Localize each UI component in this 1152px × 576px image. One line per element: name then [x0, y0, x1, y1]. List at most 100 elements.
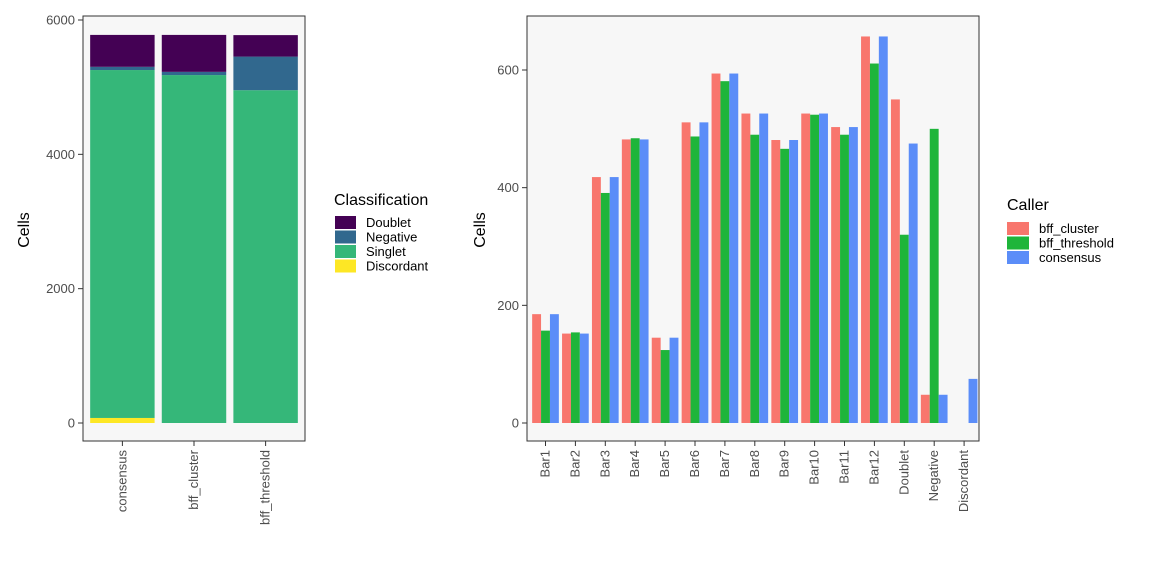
bar-segment-bff-cluster-singlet	[161, 75, 227, 424]
y-tick-label: 0	[68, 416, 75, 431]
bar-segment-bff-threshold-doublet	[233, 35, 298, 57]
x-tick-label-bar3: Bar3	[597, 450, 612, 477]
bar-bar1-bff-cluster	[532, 314, 542, 423]
legend-label-consensus: consensus	[1039, 250, 1102, 265]
x-tick-label-bar11: Bar11	[837, 450, 852, 484]
bar-bar9-bff-threshold	[780, 148, 790, 423]
bar-segment-bff-threshold-negative	[233, 56, 298, 91]
x-tick-label-bar7: Bar7	[717, 450, 732, 477]
bar-bar4-consensus	[639, 139, 649, 423]
bar-bar2-consensus	[579, 333, 589, 423]
bar-bar12-bff-threshold	[869, 63, 879, 424]
bar-bar3-bff-threshold	[600, 192, 610, 423]
x-tick-label-bar9: Bar9	[777, 450, 792, 477]
x-tick-label-bar8: Bar8	[747, 450, 762, 477]
chart2-x-axis: Bar1 Bar2 Bar3 Bar4 Bar5 Bar6 Bar7 Bar8 Bar9 Bar1…	[538, 441, 971, 513]
bar-bar12-consensus	[878, 36, 888, 424]
x-tick-label-bff-cluster: bff_cluster	[186, 449, 201, 509]
x-tick-label-discordant: Discordant	[956, 450, 971, 513]
legend-key-discordant	[335, 259, 356, 273]
bar-bar3-consensus	[609, 177, 619, 423]
x-tick-label-bff-threshold: bff_threshold	[258, 450, 273, 525]
chart1-bars	[90, 34, 298, 424]
bar-bar8-consensus	[759, 113, 769, 423]
legend-label-negative: Negative	[366, 230, 417, 245]
legend-key-doublet	[335, 216, 356, 229]
stacked-bar-chart: 0 2000 4000 6000 consensus bff_cluster bff_th…	[16, 13, 429, 525]
bar-discordant-consensus	[968, 378, 978, 423]
bar-bar8-bff-threshold	[750, 134, 760, 423]
y-tick-label: 200	[497, 298, 519, 313]
x-tick-label-bar2: Bar2	[567, 450, 582, 477]
legend-label-singlet: Singlet	[366, 244, 406, 259]
legend-label-bff-cluster: bff_cluster	[1039, 221, 1099, 236]
x-tick-label-consensus: consensus	[114, 450, 129, 513]
bar-negative-consensus	[938, 394, 948, 423]
bar-bar8-bff-cluster	[741, 113, 751, 423]
chart1-legend: Classification DoubletNegativeSingletDis…	[334, 192, 429, 274]
bar-bar5-consensus	[669, 337, 679, 423]
bar-bar7-bff-cluster	[711, 73, 721, 423]
x-tick-label-bar5: Bar5	[657, 450, 672, 477]
bar-bar12-bff-cluster	[861, 36, 870, 424]
bar-bar7-consensus	[729, 73, 739, 423]
bar-bar11-consensus	[848, 127, 858, 424]
bar-bar2-bff-cluster	[562, 333, 571, 423]
bar-bar5-bff-threshold	[660, 350, 670, 423]
chart2-y-axis: 0 200 400 600	[497, 63, 527, 431]
legend-label-bff-threshold: bff_threshold	[1039, 236, 1114, 251]
x-tick-label-negative: Negative	[926, 450, 941, 501]
chart2-legend-title: Caller	[1007, 197, 1049, 214]
bar-bar6-bff-threshold	[690, 136, 700, 423]
bar-segment-bff-cluster-negative	[161, 71, 227, 76]
chart1-y-axis: 0 2000 4000 6000	[46, 13, 83, 431]
bar-segment-bff-threshold-singlet	[233, 90, 298, 424]
x-tick-label-bar12: Bar12	[866, 450, 881, 485]
chart1-y-axis-title: Cells	[16, 212, 33, 248]
bar-bar10-bff-cluster	[801, 113, 811, 423]
bar-bar3-bff-cluster	[591, 177, 601, 423]
legend-key-singlet	[335, 245, 356, 258]
x-tick-label-bar4: Bar4	[627, 450, 642, 477]
bar-segment-consensus-singlet	[90, 70, 155, 418]
bar-bar6-bff-cluster	[681, 122, 691, 423]
bar-bar1-consensus	[549, 314, 559, 423]
chart1-x-axis: consensus bff_cluster bff_threshold	[114, 441, 273, 525]
bar-segment-bff-cluster-doublet	[161, 34, 227, 72]
y-tick-label: 600	[497, 63, 519, 78]
chart1-legend-title: Classification	[334, 192, 428, 209]
legend-key-bff-threshold	[1007, 236, 1029, 250]
legend-key-negative	[335, 230, 356, 244]
bar-bar10-bff-threshold	[810, 114, 820, 424]
y-tick-label: 0	[512, 416, 519, 431]
y-tick-label: 6000	[46, 13, 75, 28]
bar-bar4-bff-threshold	[630, 138, 640, 423]
bar-bar5-bff-cluster	[651, 337, 661, 423]
bar-segment-consensus-doublet	[90, 34, 155, 67]
bar-negative-bff-threshold	[929, 128, 939, 424]
x-tick-label-bar10: Bar10	[807, 450, 822, 485]
bar-bar2-bff-threshold	[570, 332, 580, 423]
bar-bar9-bff-cluster	[771, 140, 781, 424]
bar-bar6-consensus	[699, 122, 709, 423]
bar-doublet-bff-threshold	[899, 234, 909, 423]
bar-segment-consensus-negative	[90, 66, 155, 71]
y-tick-label: 4000	[46, 147, 75, 162]
bar-bar11-bff-cluster	[831, 127, 841, 424]
x-tick-label-doublet: Doublet	[896, 450, 911, 495]
bar-bar11-bff-threshold	[840, 134, 849, 423]
bar-bar7-bff-threshold	[720, 81, 730, 423]
bar-doublet-consensus	[908, 143, 918, 423]
bar-bar4-bff-cluster	[621, 139, 631, 423]
x-tick-label-bar1: Bar1	[538, 450, 553, 477]
bar-segment-consensus-discordant	[90, 417, 155, 423]
y-tick-label: 400	[497, 180, 519, 195]
bar-bar1-bff-threshold	[541, 330, 550, 423]
legend-key-bff-cluster	[1007, 222, 1029, 235]
legend-key-consensus	[1007, 251, 1029, 264]
